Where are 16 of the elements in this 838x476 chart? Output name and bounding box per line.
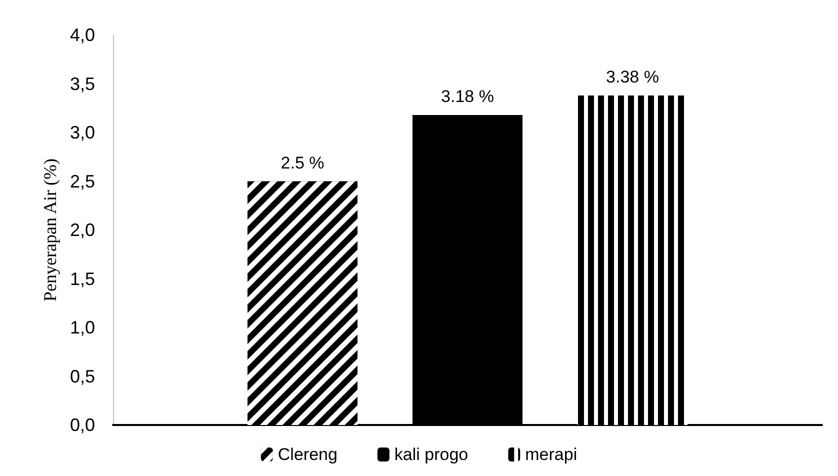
y-tick-label: 1,5 <box>70 268 95 289</box>
data-label: 3.18 % <box>441 86 494 106</box>
data-label: 2.5 % <box>280 153 324 172</box>
y-tick-label: 2,0 <box>70 220 95 240</box>
y-tick-label: 2,5 <box>70 171 95 192</box>
y-tick-label: 3,0 <box>70 122 95 142</box>
y-tick-label: 4,0 <box>70 25 95 45</box>
y-tick-label: 0,0 <box>70 415 95 435</box>
legend-label: kali progo <box>394 445 468 464</box>
data-label: 3.38 % <box>606 67 659 86</box>
y-tick-label: 3,5 <box>70 74 95 94</box>
y-tick-label: 0,5 <box>70 366 95 386</box>
y-axis-title: Penyerapan Air (%) <box>40 158 60 302</box>
legend-label: Clereng <box>278 445 338 464</box>
y-tick-label: 1,0 <box>70 318 95 338</box>
legend-label: merapi <box>525 445 578 464</box>
